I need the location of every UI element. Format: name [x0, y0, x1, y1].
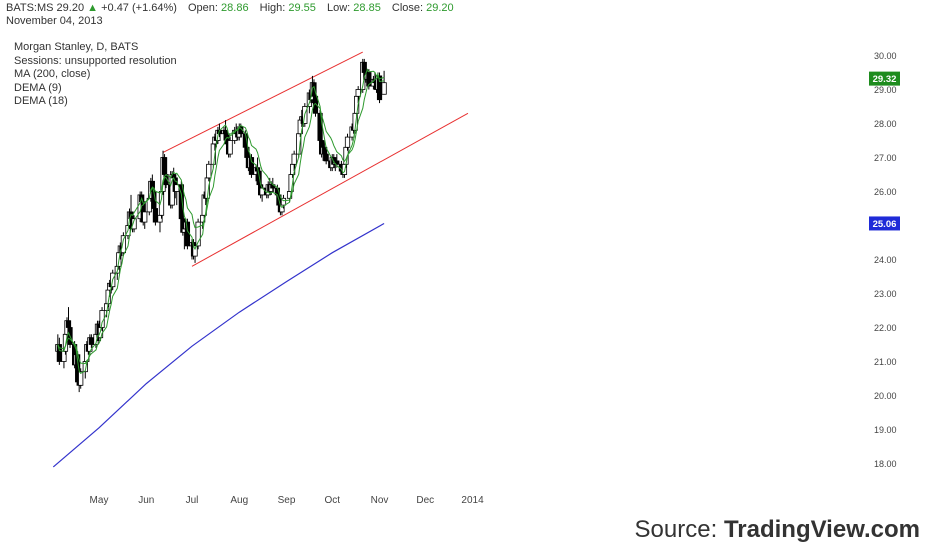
legend-ma200: MA (200, close)	[14, 68, 91, 81]
y-tick-label: 23.00	[874, 289, 897, 299]
trend-channel-layer	[162, 51, 469, 267]
candle-body	[195, 221, 201, 247]
y-tick-label: 24.00	[874, 255, 897, 265]
candle	[152, 205, 159, 226]
candle	[323, 150, 329, 165]
legend-title: Morgan Stanley, D, BATS	[14, 41, 139, 53]
price-axis: 18.0019.0020.0021.0022.0023.0024.0025.00…	[874, 51, 897, 469]
candle	[120, 232, 126, 257]
quote-header: BATS:MS 29.20 ▲ +0.47 (+1.64%) Open: 28.…	[6, 2, 454, 15]
y-tick-label: 29.00	[874, 85, 897, 95]
candle-body	[291, 153, 297, 165]
up-arrow-icon: ▲	[87, 2, 99, 14]
candle	[344, 133, 351, 151]
last-price-badge-box	[869, 71, 900, 86]
source-brand: TradingView.com	[723, 516, 920, 543]
x-tick-label: Aug	[230, 495, 248, 506]
ma200-badge: 25.06	[869, 216, 900, 231]
dema9-line	[57, 68, 385, 374]
x-tick-label: Oct	[324, 495, 340, 506]
high-value: 29.55	[288, 2, 316, 14]
quote-date: November 04, 2013	[6, 15, 103, 27]
x-tick-label: Dec	[416, 495, 434, 506]
ma200-layer	[52, 222, 385, 468]
y-tick-label: 30.00	[874, 51, 897, 61]
high-label: High:	[259, 2, 286, 14]
candle	[248, 154, 255, 178]
candle	[131, 215, 137, 233]
candle	[312, 92, 319, 117]
x-tick-label: Sep	[278, 495, 296, 506]
x-tick-label: Jun	[138, 495, 154, 506]
candle	[78, 368, 84, 389]
candle-body	[120, 235, 126, 254]
last-price: 29.20	[56, 2, 85, 14]
candle-body	[192, 245, 198, 257]
candle	[291, 150, 297, 172]
candle-body	[227, 140, 233, 155]
candle-body	[131, 218, 137, 230]
y-tick-label: 27.00	[874, 153, 897, 163]
candle-body	[248, 157, 255, 175]
low-label: Low:	[326, 2, 351, 14]
candle-body	[323, 153, 329, 162]
candle-body	[142, 211, 148, 223]
indicator-legend: Morgan Stanley, D, BATS Sessions: unsupp…	[14, 41, 177, 109]
candle	[195, 218, 201, 250]
legend-sessions: Sessions: unsupported resolution	[14, 54, 177, 67]
x-tick-label: May	[90, 495, 109, 506]
candle-body	[280, 197, 287, 206]
y-tick-label: 18.00	[874, 459, 897, 469]
candle	[206, 160, 212, 182]
upper-channel-line	[162, 51, 363, 153]
candle-body	[312, 95, 319, 114]
ma200-badge-label: 25.06	[873, 219, 897, 230]
y-tick-label: 22.00	[874, 323, 897, 333]
candle-body	[88, 337, 94, 345]
candle-body	[206, 163, 212, 179]
y-tick-label: 26.00	[874, 187, 897, 197]
candle	[227, 137, 233, 158]
x-tick-label: Jul	[186, 495, 199, 506]
close-label: Close:	[391, 2, 424, 14]
candle-body	[344, 136, 351, 148]
close-value: 29.20	[426, 2, 454, 14]
candle	[192, 242, 198, 263]
ma200-badge-box	[869, 216, 900, 231]
price-change: +0.47 (+1.64%)	[101, 2, 177, 14]
candle-body	[381, 82, 387, 95]
time-axis: May Jun Jul Aug Sep Oct Nov Dec 2014	[90, 495, 485, 506]
legend-dema18: DEMA (18)	[14, 95, 68, 108]
price-badges: 29.32 25.06	[869, 71, 900, 231]
candle-body	[355, 89, 361, 97]
low-value: 28.85	[353, 2, 381, 14]
y-tick-label: 21.00	[874, 357, 897, 367]
candle	[142, 208, 148, 229]
candle-body	[78, 371, 84, 386]
y-tick-label: 28.00	[874, 119, 897, 129]
source-credit: Source: TradingView.com	[635, 516, 920, 544]
open-value: 28.86	[221, 2, 249, 14]
candle-body	[184, 221, 191, 247]
candle	[381, 70, 387, 95]
dema-layer	[57, 68, 385, 374]
candle-body	[152, 208, 159, 223]
y-tick-label: 19.00	[874, 425, 897, 435]
y-tick-label: 20.00	[874, 391, 897, 401]
lower-channel-line	[191, 112, 469, 267]
legend-dema9: DEMA (9)	[14, 81, 62, 94]
open-label: Open:	[188, 2, 218, 14]
ma200-line	[52, 222, 385, 468]
source-prefix: Source:	[634, 516, 724, 543]
last-price-badge: 29.32	[869, 71, 900, 86]
symbol: BATS:MS	[6, 2, 54, 14]
candle	[355, 86, 361, 104]
dema18-line	[57, 75, 385, 365]
x-tick-label: Nov	[371, 495, 389, 506]
x-tick-label: 2014	[461, 495, 484, 506]
last-price-badge-label: 29.32	[873, 74, 897, 85]
